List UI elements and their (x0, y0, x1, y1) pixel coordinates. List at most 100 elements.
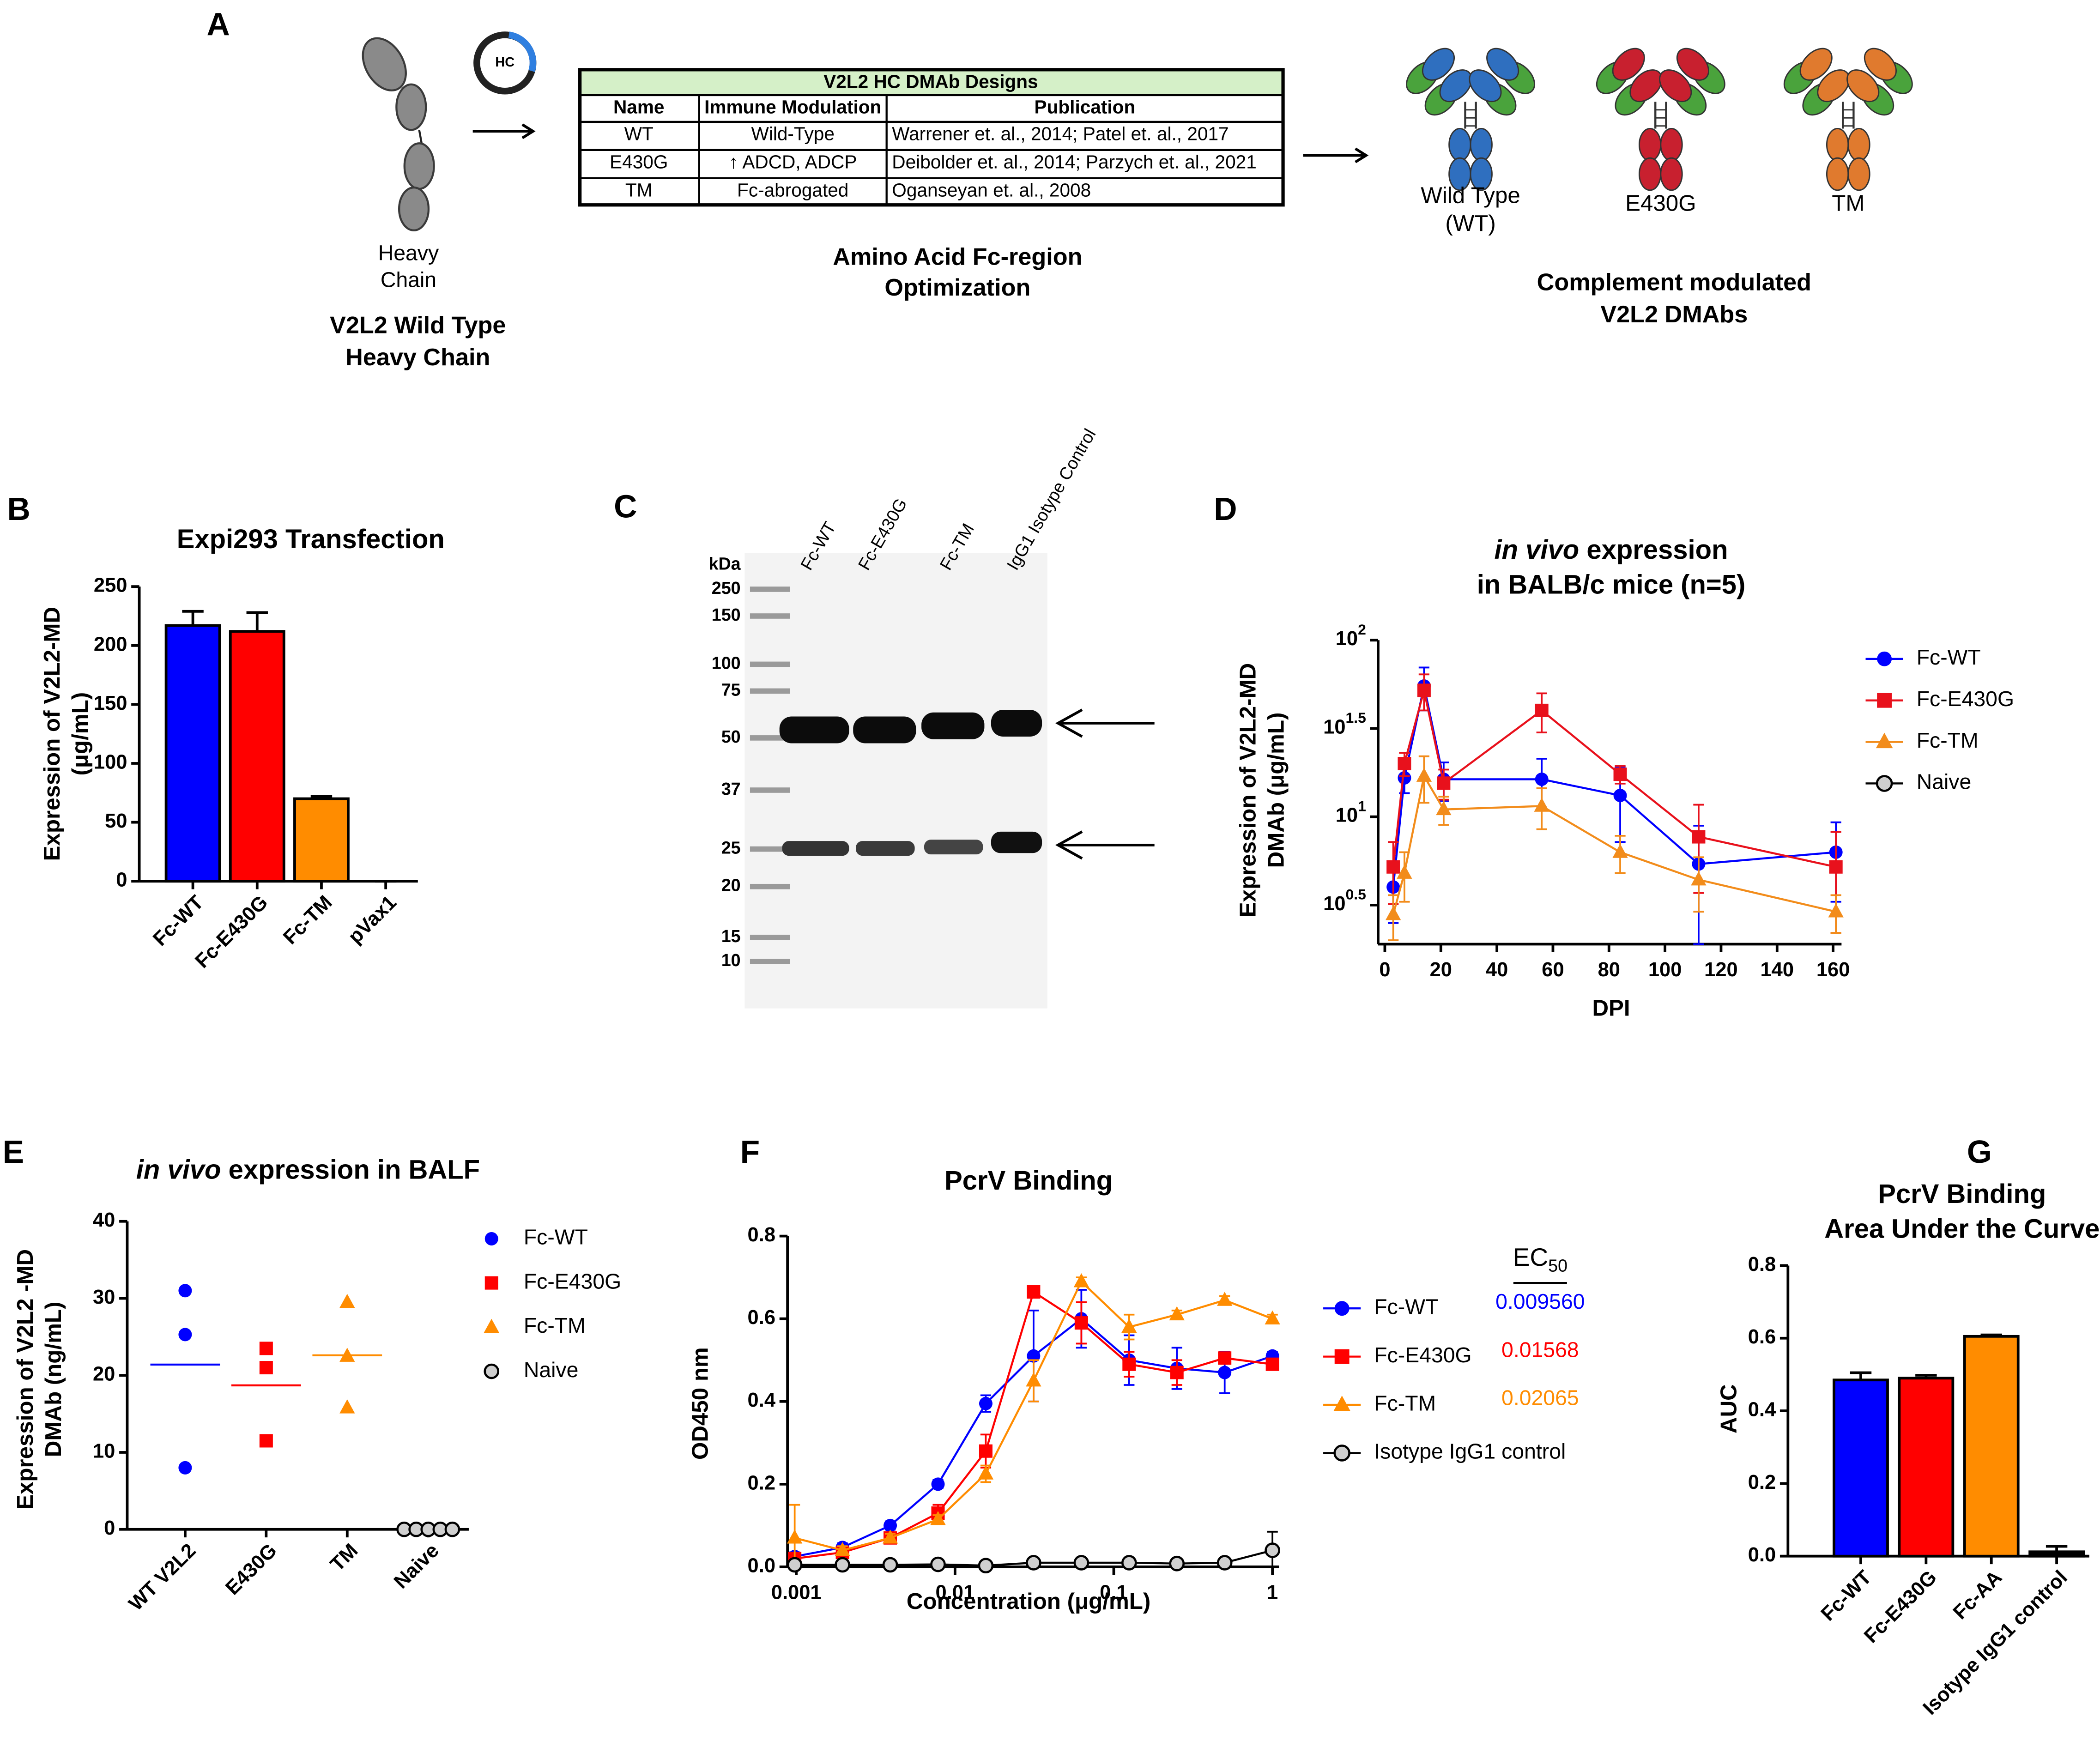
hinge (418, 129, 423, 145)
legend-marker (1334, 1349, 1350, 1364)
antibody-domain (1817, 69, 1850, 103)
tick-base: 10 (1323, 716, 1345, 738)
y-tick-label: 100 (94, 751, 127, 773)
legend-marker (484, 1318, 499, 1333)
antibody-domain (1846, 69, 1880, 103)
table-cell: E430G (610, 151, 668, 173)
table-caption: Amino Acid Fc-region (833, 244, 1082, 271)
data-point (979, 1444, 993, 1458)
y-axis-label: (μg/mL) (67, 692, 93, 776)
y-tick-label: 200 (94, 633, 127, 655)
panel-label: E (3, 1134, 24, 1170)
heavy-chain-icon (362, 37, 435, 232)
antibody-domain (1847, 157, 1870, 191)
legend-label: Fc-TM (524, 1313, 586, 1337)
x-tick-label: 140 (1761, 959, 1794, 981)
antibody-label: E430G (1625, 191, 1696, 216)
legend-label: Fc-WT (1374, 1294, 1438, 1318)
y-tick-label: 0.2 (1748, 1471, 1776, 1493)
y-tick-label: 30 (93, 1286, 115, 1308)
bar (1963, 1335, 2020, 1558)
data-point (930, 1511, 946, 1525)
data-point (978, 1558, 994, 1574)
ladder-band (750, 846, 790, 852)
data-point (1436, 801, 1452, 816)
data-point (1535, 703, 1549, 717)
data-point (882, 1529, 898, 1544)
data-point (259, 1434, 273, 1448)
arrow-head (1055, 708, 1083, 738)
table-header: Publication (1035, 97, 1136, 118)
x-tick-label: 0.1 (1100, 1581, 1127, 1603)
legend-marker (1876, 732, 1893, 749)
data-point (1218, 1366, 1232, 1379)
table-cell: Warrener et. al., 2014; Patel et. al., 2… (892, 123, 1229, 145)
antibody-icon (1783, 48, 1913, 191)
chain-label: Heavy (378, 241, 439, 265)
domain (403, 142, 435, 190)
data-point (1074, 1316, 1088, 1330)
y-tick-label: 101 (1336, 798, 1366, 827)
light-band (782, 841, 849, 856)
table-cell: Wild-Type (751, 123, 835, 145)
data-point (1265, 1357, 1279, 1371)
legend-marker (1333, 1396, 1351, 1411)
antibody-domain (1629, 69, 1663, 103)
series-line (1392, 773, 1836, 915)
data-point (1217, 1292, 1233, 1306)
chart-title: in vivo expression in BALF (136, 1155, 480, 1185)
data-point (1692, 830, 1706, 844)
arrow-head (1355, 147, 1369, 163)
y-tick-label: 102 (1336, 621, 1366, 650)
data-point (787, 1557, 803, 1573)
antibody-domain (1826, 127, 1849, 162)
y-tick-label: 0.6 (748, 1306, 775, 1329)
tick-exponent: 0.5 (1346, 886, 1366, 903)
antibody-domain (1422, 48, 1455, 81)
light-band (856, 841, 915, 856)
ladder (750, 586, 790, 964)
data-point (930, 1556, 946, 1572)
y-tick-label: 20 (93, 1363, 115, 1385)
data-point (339, 1294, 355, 1308)
y-tick-label: 0.8 (748, 1224, 775, 1246)
table-cell: ↑ ADCD, ADCP (729, 151, 857, 173)
data-point (787, 1529, 803, 1544)
legend-label: Naive (524, 1358, 579, 1382)
chart-title: in vivo expression (1495, 535, 1728, 565)
data-point (1397, 864, 1412, 879)
arrow (472, 123, 1369, 163)
y-axis-label: Expression of V2L2-MD (39, 607, 65, 861)
blot-bands (779, 709, 1042, 856)
mw-label: 150 (712, 605, 741, 624)
y-tick-label: 0.4 (748, 1389, 775, 1411)
x-axis-label: DPI (1592, 996, 1630, 1021)
legend-marker (1876, 775, 1893, 792)
y-tick-label: 0.8 (1748, 1253, 1776, 1275)
title-part: expression (1579, 535, 1728, 565)
antibody-domain (1470, 127, 1493, 162)
table-title-row (580, 69, 1283, 95)
data-point (1265, 1542, 1280, 1558)
x-tick-label: 80 (1598, 959, 1620, 981)
tick-base: 10 (1323, 893, 1345, 915)
y-axis-label: OD450 nm (688, 1347, 713, 1460)
panel-label: C (614, 488, 637, 524)
antibody-domain (1486, 48, 1519, 81)
chart-title: PcrV Binding (944, 1166, 1113, 1196)
legend-marker (1877, 651, 1892, 666)
ladder-band (750, 959, 790, 964)
series-line (1392, 690, 1836, 868)
bar (1898, 1377, 1955, 1558)
legend-label: Fc-E430G (1917, 687, 2014, 711)
data-point (882, 1557, 898, 1573)
mw-label: 250 (712, 578, 741, 598)
legend-marker (484, 1232, 498, 1245)
panel-label: G (1967, 1134, 1992, 1170)
blot-unit: kDa (708, 554, 741, 574)
data-point (1169, 1306, 1185, 1321)
data-point (1026, 1372, 1041, 1387)
legend-marker (1877, 693, 1892, 708)
antibody-domain (1864, 48, 1897, 81)
antibody-domain (1676, 48, 1710, 81)
